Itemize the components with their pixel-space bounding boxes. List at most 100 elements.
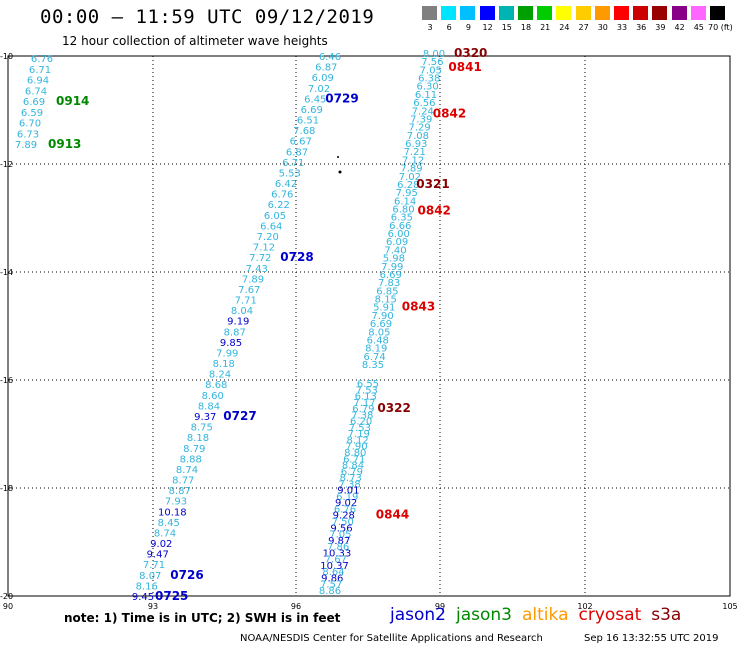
swh-value-label: 6.45 <box>304 94 326 105</box>
swh-value-label: 7.89 <box>15 140 37 151</box>
swh-value-label: 9.19 <box>227 317 249 328</box>
swh-value-label: 7.67 <box>238 285 260 296</box>
swh-value-label: 10.18 <box>158 507 187 518</box>
swh-value-label: 6.69 <box>380 270 402 281</box>
swh-value-label: 8.07 <box>139 571 161 582</box>
swh-value-label: 6.19 <box>336 492 358 503</box>
swh-value-label: 6.42 <box>275 179 297 190</box>
pass-time-label: 0729 <box>325 91 358 105</box>
swh-value-label: 6.76 <box>31 54 53 65</box>
pass-time-label: 0914 <box>56 94 89 108</box>
legend-cryosat: cryosat <box>578 605 642 625</box>
swh-value-label: 6.71 <box>282 158 304 169</box>
swh-value-label: 6.85 <box>376 286 398 297</box>
swh-value-label: 8.60 <box>202 391 224 402</box>
map-frame <box>7 55 731 597</box>
scale-label: 33 <box>616 23 628 32</box>
legend-jason2: jason2 <box>390 605 446 625</box>
swh-value-label: 7.29 <box>408 123 430 134</box>
scale-label: 6 <box>446 23 452 32</box>
swh-value-label: 6.66 <box>389 221 411 232</box>
swh-value-label: 8.75 <box>191 423 213 434</box>
swh-value-label: 9.01 <box>337 486 359 497</box>
swh-value-label: 7.12 <box>402 155 424 166</box>
swh-value-label: 7.95 <box>396 188 418 199</box>
island-dot <box>337 156 339 158</box>
swh-value-label: 9.28 <box>333 511 355 522</box>
swh-value-label: 6.48 <box>367 335 389 346</box>
swh-value-label: 6.11 <box>415 90 437 101</box>
swh-value-label: 6.74 <box>363 352 385 363</box>
longitude-label: 99 <box>435 602 445 611</box>
swh-value-label: 8.16 <box>136 581 158 592</box>
swh-value-label: 7.89 <box>242 274 264 285</box>
swh-value-label: 8.88 <box>180 454 202 465</box>
swh-value-label: 8.18 <box>187 433 209 444</box>
swh-value-label: 7.57 <box>320 580 342 591</box>
scale-label: 24 <box>559 23 570 32</box>
swh-value-label: 8.79 <box>183 444 205 455</box>
swh-value-label: 6.80 <box>392 205 414 216</box>
pass-time-label: 0725 <box>155 589 188 603</box>
scale-label: 39 <box>655 23 666 32</box>
swh-value-label: 6.00 <box>388 229 410 240</box>
swh-value-label: 7.24 <box>412 106 434 117</box>
swh-value-label: 6.76 <box>271 190 293 201</box>
swh-value-label: 8.86 <box>319 586 341 597</box>
scale-label: 3 <box>427 23 433 32</box>
swh-value-label: 8.68 <box>205 380 227 391</box>
swh-value-label: 8.87 <box>224 327 246 338</box>
swh-value-label: 8.45 <box>158 518 180 529</box>
scale-swatch <box>614 6 629 20</box>
swh-value-label: 7.56 <box>421 57 443 68</box>
legend-jason3: jason3 <box>456 605 512 625</box>
swh-value-label: 6.76 <box>334 505 356 516</box>
scale-swatch <box>690 6 706 20</box>
scale-swatch <box>710 6 725 20</box>
island-dot <box>338 170 342 174</box>
swh-value-label: 6.13 <box>355 392 377 403</box>
swh-value-label: 6.14 <box>394 196 416 207</box>
swh-value-label: 7.99 <box>381 262 403 273</box>
latitude-label: -18 <box>0 484 13 493</box>
swh-value-label: 8.04 <box>231 306 253 317</box>
swh-value-label: 8.84 <box>342 461 364 472</box>
pass-time-label: 0841 <box>448 60 481 74</box>
swh-value-label: 7.71 <box>235 296 257 307</box>
swh-value-label: 6.79 <box>352 404 374 415</box>
scale-swatch <box>652 6 668 20</box>
scale-label: 42 <box>674 23 685 32</box>
swh-value-label: 7.90 <box>345 442 367 453</box>
swh-value-label: 7.71 <box>143 560 165 571</box>
swh-value-label: 6.30 <box>416 82 438 93</box>
swh-value-label: 7.05 <box>329 530 351 541</box>
swh-value-label: 6.87 <box>286 147 308 158</box>
swh-value-label: 8.74 <box>176 465 198 476</box>
swh-value-label: 7.17 <box>353 398 375 409</box>
swh-value-label: 7.50 <box>332 517 354 528</box>
latitude-label: -12 <box>0 160 13 169</box>
swh-value-label: 7.89 <box>400 164 422 175</box>
swh-value-label: 8.00 <box>423 49 445 60</box>
pass-time-label: 0320 <box>454 46 487 60</box>
swh-value-label: 7.39 <box>410 115 432 126</box>
swh-value-label: 6.73 <box>17 129 39 140</box>
swh-value-label: 7.53 <box>349 423 371 434</box>
swh-value-label: 7.38 <box>351 410 373 421</box>
swh-value-label: 7.43 <box>246 264 268 275</box>
swh-value-label: 8.24 <box>209 370 231 381</box>
legend-s3a: s3a <box>651 605 682 625</box>
swh-value-label: 6.46 <box>319 52 341 63</box>
swh-value-label: 9.85 <box>220 338 242 349</box>
swh-value-label: 10.37 <box>320 561 349 572</box>
scale-swatch <box>537 6 553 20</box>
generated-timestamp: Sep 16 13:32:55 UTC 2019 <box>584 633 719 644</box>
swh-value-label: 6.20 <box>350 417 372 428</box>
swh-value-label: 7.93 <box>165 497 187 508</box>
scale-swatch <box>633 6 649 20</box>
swh-value-label: 8.80 <box>344 448 366 459</box>
swh-value-label: 8.15 <box>375 295 397 306</box>
swh-value-label: 8.12 <box>346 436 368 447</box>
swh-value-label: 7.67 <box>325 555 347 566</box>
swh-value-label: 8.77 <box>172 476 194 487</box>
